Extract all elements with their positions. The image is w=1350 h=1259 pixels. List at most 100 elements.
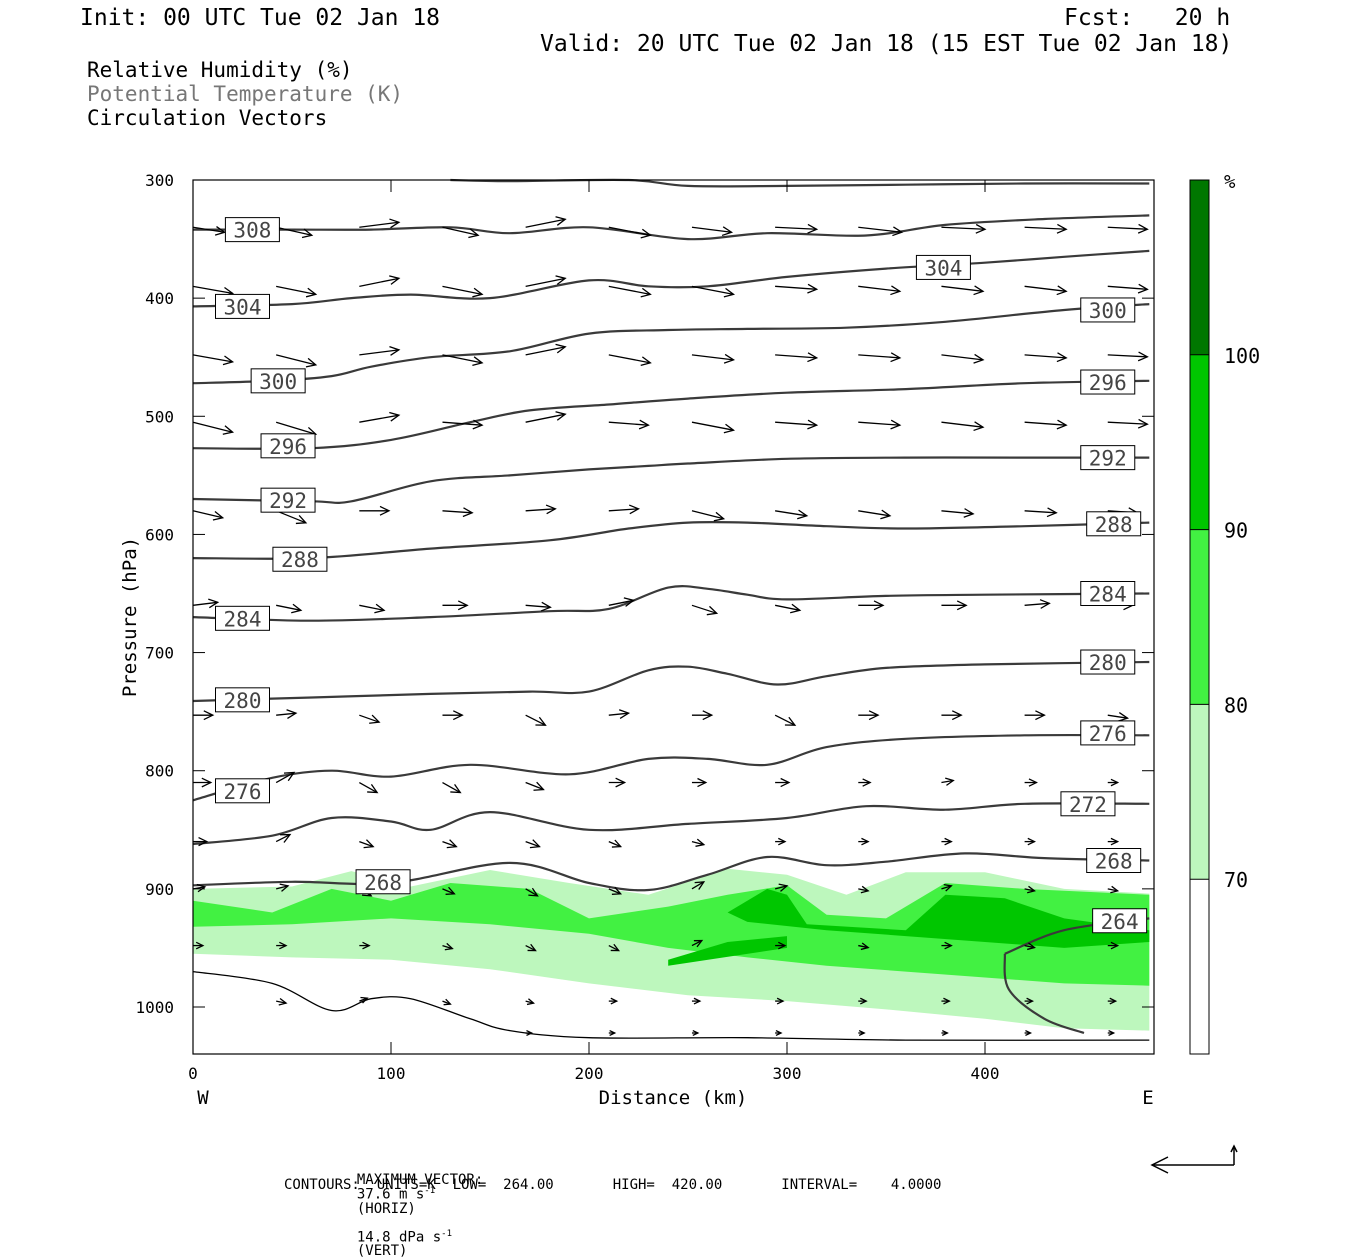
vector-7-6: [691, 777, 708, 788]
max-horiz-unit: (HORIZ): [356, 1200, 416, 1217]
vector-0-1: [276, 226, 314, 239]
vector-8-2: [359, 839, 375, 849]
vector-12-6: [1024, 1029, 1033, 1037]
theta-label-300-2: 300: [250, 368, 306, 394]
theta-label-292-4: 292: [260, 487, 316, 513]
max-horiz-value: 37.6 m s: [356, 1186, 425, 1203]
vector-11-1: [359, 996, 369, 1004]
vector-0-9: [941, 223, 987, 234]
y-tick-label-600: 600: [145, 525, 174, 544]
svg-text:280: 280: [1089, 651, 1127, 675]
vector-1-11: [1107, 283, 1149, 294]
vector-2-4: [525, 343, 567, 356]
vector-4-9: [941, 508, 975, 518]
vector-7-2: [359, 781, 379, 794]
theta-label-296-3: 296: [260, 433, 316, 459]
svg-text:280: 280: [224, 689, 262, 713]
vector-4-2: [359, 505, 391, 516]
x-tick-label-400: 400: [971, 1064, 1000, 1083]
vector-4-6: [691, 510, 726, 522]
vector-11-10: [1107, 997, 1118, 1005]
vector-6-0: [193, 710, 215, 721]
svg-text:292: 292: [269, 489, 307, 513]
vector-9-4: [525, 887, 539, 897]
vector-1-7: [775, 283, 819, 294]
theta-label-292-13: 292: [1080, 445, 1136, 471]
contours-info: CONTOURS: UNITS=K LOW= 264.00 HIGH= 420.…: [284, 1177, 942, 1193]
y-axis-title: Pressure (hPa): [119, 537, 141, 697]
vector-4-0: [192, 510, 225, 521]
vector-8-1: [275, 833, 292, 843]
relative-humidity-fill: [193, 868, 1150, 1031]
vector-7-3: [442, 781, 462, 794]
svg-text:276: 276: [1089, 722, 1127, 746]
vector-1-9: [941, 285, 985, 296]
theta-label-284-6: 284: [215, 605, 270, 631]
vector-6-6: [691, 710, 714, 721]
vector-9-7: [774, 883, 789, 892]
vector-0-8: [858, 226, 904, 237]
vector-10-3: [442, 942, 454, 951]
vector-0-10: [1024, 223, 1068, 234]
vector-10-8: [858, 942, 870, 951]
x-axis-title: Distance (km): [599, 1087, 748, 1109]
colorbar-label-100: 100: [1224, 344, 1260, 368]
theta-contour-296: [192, 379, 1150, 450]
vector-12-3: [775, 1029, 783, 1037]
legend-relative-humidity: Relative Humidity (%): [87, 58, 353, 82]
svg-text:272: 272: [1069, 793, 1107, 817]
vector-11-4: [608, 997, 619, 1005]
surface-line: [192, 970, 1150, 1041]
vector-2-5: [608, 354, 652, 367]
vector-2-3: [442, 354, 484, 366]
svg-text:300: 300: [1089, 299, 1127, 323]
svg-text:300: 300: [259, 370, 297, 394]
theta-contour-264: [1003, 953, 1085, 1035]
vector-2-0: [192, 354, 235, 366]
colorbar-segment-1: [1190, 704, 1209, 880]
vector-0-6: [691, 226, 734, 237]
theta-contour-284: [192, 585, 1150, 622]
y-tick-label-400: 400: [145, 289, 174, 308]
rh-band-80-1: [193, 883, 1150, 986]
vector-7-7: [775, 777, 791, 788]
x-tick-label-0: 0: [188, 1064, 198, 1083]
vector-3-9: [941, 421, 985, 432]
vector-6-8: [858, 710, 880, 721]
vector-7-9: [941, 777, 955, 786]
vector-2-6: [691, 353, 736, 364]
vector-1-2: [359, 275, 401, 287]
vector-6-9: [941, 710, 963, 721]
vector-10-9: [941, 941, 953, 950]
vector-10-5: [608, 943, 621, 952]
vector-6-4: [525, 714, 547, 726]
vector-10-0: [193, 941, 205, 950]
vector-12-1: [608, 1029, 617, 1037]
theta-contour-292: [192, 456, 1150, 504]
vector-7-5: [608, 777, 627, 788]
rh-band-90-2: [727, 888, 1150, 948]
max-vector-line: MAXIMUM VECTOR: 37.6 m s-1 (HORIZ) 14.8 …: [356, 1172, 484, 1259]
vector-6-5: [608, 709, 631, 719]
x-tick-label-100: 100: [377, 1064, 406, 1083]
theta-label-276-8: 276: [215, 778, 270, 804]
theta-label-272-18: 272: [1060, 791, 1116, 817]
theta-contour-272: [192, 802, 1150, 846]
vector-1-1: [276, 285, 318, 298]
colorbar: 70 80 90 100: [1189, 179, 1260, 1055]
contour-labels: 308 304 300 296 292 288 284 280 276 268 304 300 296 2…: [215, 217, 1148, 934]
colorbar-label-70: 70: [1224, 868, 1248, 892]
theta-label-280-16: 280: [1080, 649, 1136, 675]
vector-3-11: [1107, 418, 1149, 429]
vector-5-6: [691, 604, 719, 616]
colorbar-segment-2: [1190, 529, 1209, 705]
valid-time: Valid: 20 UTC Tue 02 Jan 18 (15 EST Tue …: [540, 31, 1233, 57]
svg-text:264: 264: [1101, 910, 1139, 934]
x-tick-label-300: 300: [773, 1064, 802, 1083]
theta-label-304-10: 304: [915, 254, 971, 280]
vector-0-11: [1107, 223, 1149, 234]
vector-6-1: [276, 709, 298, 719]
forecast-hour: Fcst: 20 h: [1064, 5, 1231, 31]
vector-3-5: [608, 419, 650, 430]
vector-4-1: [275, 510, 308, 525]
